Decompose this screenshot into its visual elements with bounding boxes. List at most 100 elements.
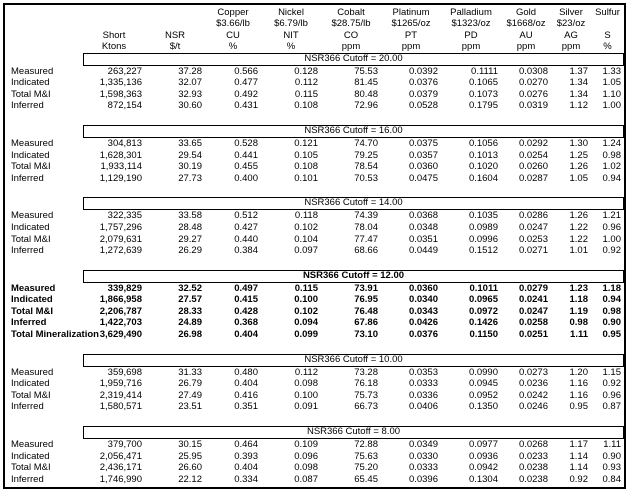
section-gap [7, 413, 624, 426]
column-header: % [228, 41, 238, 53]
row-label-spacer [7, 354, 83, 367]
column-header: Cobalt [337, 7, 365, 18]
value-cell: 0.115 [294, 282, 318, 294]
value-cell: 1.22 [569, 221, 589, 233]
column-header: % [286, 41, 296, 53]
value-cell: 77.47 [354, 233, 378, 245]
value-cell: 0.091 [294, 401, 318, 413]
column-header [83, 18, 145, 29]
column-header: AU [519, 29, 533, 41]
value-cell: 1,598,363 [99, 88, 142, 100]
value-cell: 0.480 [234, 366, 258, 378]
value-cell: 1.15 [602, 366, 622, 378]
column-header: ppm [461, 41, 481, 53]
value-cell: 0.098 [294, 462, 318, 474]
column-header: $3.66/lb [216, 18, 250, 30]
value-cell: 29.54 [178, 149, 202, 161]
value-cell: 70.53 [354, 172, 378, 184]
value-cell: 0.0989 [468, 221, 498, 233]
column-header: Sulfur [595, 7, 620, 18]
value-cell: 0.0360 [408, 282, 438, 294]
value-cell: 75.63 [354, 450, 378, 462]
section-title-row: NSR366 Cutoff = 10.00 [7, 353, 624, 367]
value-cell: 1.10 [602, 88, 622, 100]
table-row: Measured 359,698 31.33 0.480 0.112 73.28 0.035… [7, 367, 624, 379]
value-cell: 304,813 [107, 137, 142, 149]
header-row: Ktons $/t%% ppm ppm ppm ppm ppm% [7, 41, 624, 52]
value-cell: 0.440 [234, 233, 258, 245]
table-row: Indicated 2,056,471 25.95 0.393 0.096 75.63 0.… [7, 451, 624, 463]
value-cell: 0.90 [602, 450, 622, 462]
value-cell: 28.48 [178, 221, 202, 233]
value-cell: 2,319,414 [99, 389, 142, 401]
value-cell: 0.0426 [408, 317, 438, 329]
row-label: Measured [11, 282, 56, 294]
value-cell: 0.404 [234, 462, 258, 474]
column-header: $1668/oz [506, 18, 546, 30]
value-cell: 65.45 [354, 473, 378, 485]
column-header: $23/oz [556, 18, 586, 30]
cutoff-section-title: NSR366 Cutoff = 8.00 [83, 426, 624, 440]
value-cell: 75.53 [354, 65, 378, 77]
value-cell: 33.58 [178, 210, 202, 222]
value-cell: 0.98 [569, 317, 589, 329]
value-cell: 0.104 [294, 233, 318, 245]
value-cell: 0.1604 [468, 172, 498, 184]
value-cell: 0.368 [234, 317, 258, 329]
value-cell: 0.0268 [518, 439, 548, 451]
column-header: ppm [401, 41, 421, 53]
value-cell: 0.87 [602, 401, 622, 413]
value-cell: 0.1035 [468, 210, 498, 222]
value-cell: 0.0340 [408, 294, 438, 306]
value-cell: 0.0271 [518, 245, 548, 257]
value-cell: 0.112 [294, 366, 318, 378]
value-cell: 0.1150 [469, 329, 498, 341]
value-cell: 1.22 [569, 233, 589, 245]
section-title-row: NSR366 Cutoff = 16.00 [7, 124, 624, 138]
value-cell: 0.1111 [471, 65, 498, 77]
value-cell: 0.0945 [468, 378, 498, 390]
column-header: $6.79/lb [274, 18, 308, 30]
table-row: Measured 263,227 37.28 0.566 0.128 75.53 0.039… [7, 66, 624, 78]
value-cell: 0.0333 [408, 462, 438, 474]
value-cell: 0.0260 [518, 161, 548, 173]
value-cell: 0.115 [294, 88, 318, 100]
value-cell: 1.16 [569, 378, 589, 390]
table-row: Total M&I 2,319,414 27.49 0.416 0.100 75.73 0.… [7, 390, 624, 402]
value-cell: 0.099 [294, 329, 318, 341]
column-header: Short [102, 29, 126, 41]
table-row: Indicated 1,959,716 26.79 0.404 0.098 76.18 0.… [7, 378, 624, 390]
value-cell: 0.096 [294, 450, 318, 462]
value-cell: 1,628,301 [99, 149, 142, 161]
value-cell: 0.431 [234, 100, 258, 112]
row-label: Measured [11, 439, 54, 451]
value-cell: 0.109 [294, 439, 318, 451]
row-label-spacer [7, 30, 83, 41]
value-cell: 1.37 [569, 65, 589, 77]
value-cell: 1.26 [569, 161, 589, 173]
value-cell: 0.102 [294, 221, 318, 233]
value-cell: 75.20 [354, 462, 378, 474]
value-cell: 0.0279 [518, 282, 548, 294]
value-cell: 0.0247 [518, 221, 548, 233]
value-cell: 76.95 [354, 294, 378, 306]
value-cell: 0.93 [602, 462, 622, 474]
row-label: Inferred [11, 473, 44, 485]
value-cell: 0.0287 [518, 172, 548, 184]
column-header: CU [226, 29, 240, 41]
value-cell: 1.21 [602, 210, 622, 222]
value-cell: 0.0348 [408, 221, 438, 233]
value-cell: 1.05 [602, 77, 622, 89]
cutoff-section-title: NSR366 Cutoff = 12.00 [83, 269, 624, 283]
value-cell: 26.79 [178, 378, 202, 390]
row-label-spacer [7, 197, 83, 210]
value-cell: 0.0308 [518, 65, 548, 77]
row-label: Total M&I [11, 233, 51, 245]
column-header [145, 7, 205, 18]
value-cell: 0.1512 [468, 245, 498, 257]
value-cell: 0.94 [602, 294, 622, 306]
row-label-spacer [7, 270, 83, 283]
value-cell: 0.094 [294, 317, 318, 329]
value-cell: 0.96 [602, 221, 622, 233]
row-label: Indicated [11, 77, 50, 89]
